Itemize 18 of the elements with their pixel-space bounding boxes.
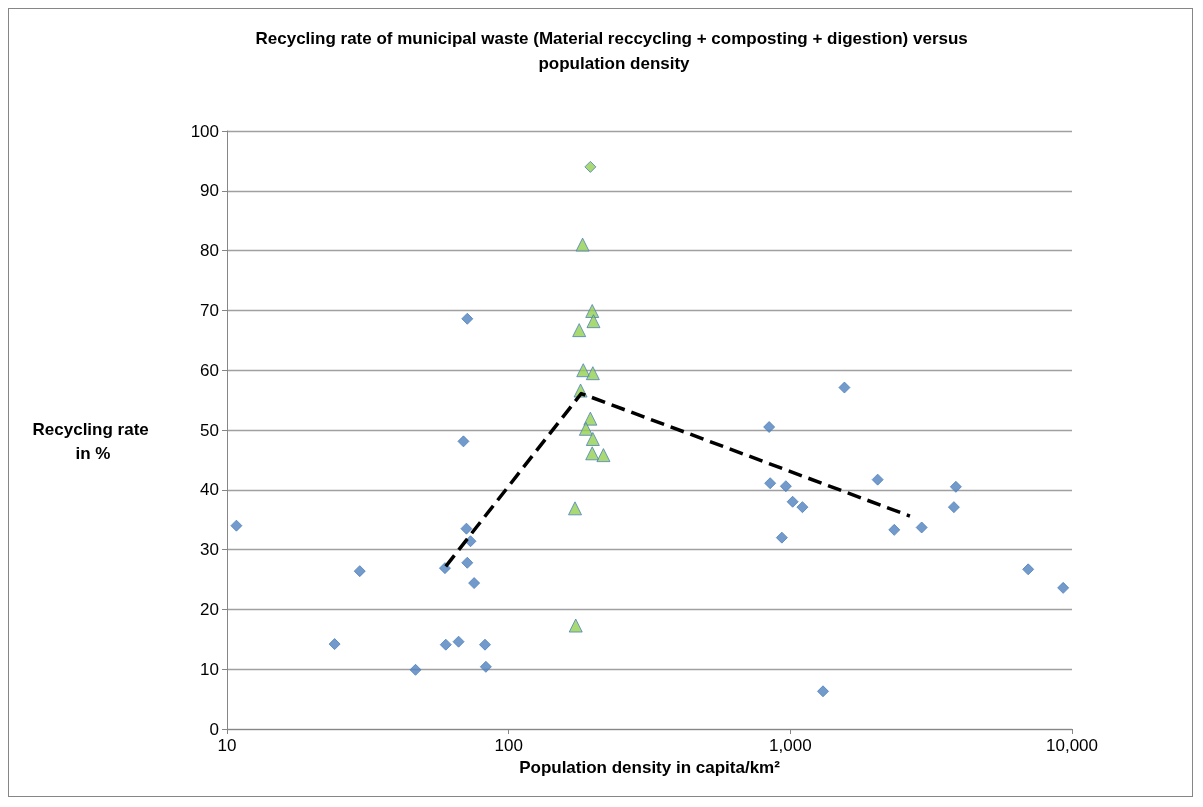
y-tick-label: 20 <box>200 599 219 619</box>
y-axis-title: Recycling rate in % <box>32 419 154 463</box>
y-tick-label: 100 <box>190 121 219 141</box>
y-tick-label: 50 <box>200 420 219 440</box>
y-tick-label: 70 <box>200 300 219 320</box>
y-tick-label: 10 <box>200 659 219 679</box>
x-tick-label: 100 <box>494 736 523 755</box>
y-tick-label: 40 <box>200 480 219 500</box>
chart-title: Recycling rate of municipal waste (Material reccycling + composting + digestion) versus population density <box>255 29 973 73</box>
y-tick-label: 30 <box>200 540 219 560</box>
y-tick-label: 90 <box>200 181 219 201</box>
x-tick-label: 10 <box>217 736 237 755</box>
x-axis-title: Population density in capita/km² <box>519 758 781 777</box>
x-tick-label: 10,000 <box>1046 736 1098 755</box>
y-tick-label: 0 <box>209 719 219 739</box>
y-tick-label: 60 <box>200 360 219 380</box>
x-tick-label: 1,000 <box>769 736 812 755</box>
y-tick-label: 80 <box>200 241 219 261</box>
